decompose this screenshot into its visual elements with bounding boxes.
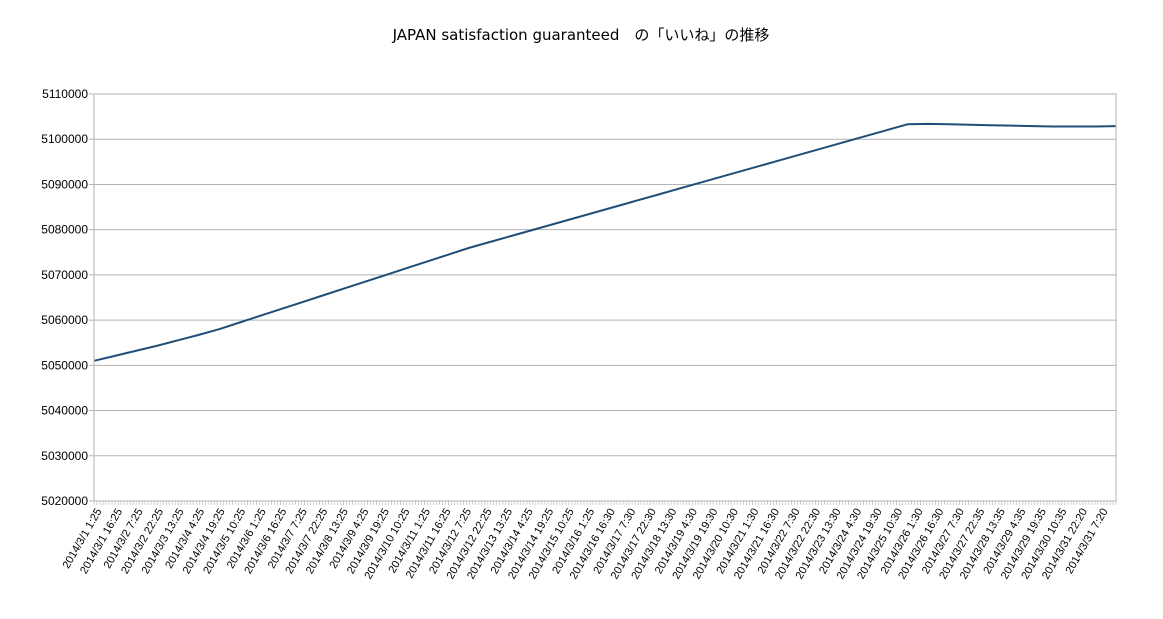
y-tick-label: 5110000 xyxy=(42,87,88,101)
y-tick-label: 5060000 xyxy=(41,313,88,327)
y-tick-label: 5070000 xyxy=(41,268,88,282)
gridlines xyxy=(94,93,1116,502)
y-tick-label: 5100000 xyxy=(41,132,88,146)
chart-title: JAPAN satisfaction guaranteed の「いいね」の推移 xyxy=(392,26,770,44)
y-tick-label: 5090000 xyxy=(41,177,88,191)
plot-area-frame xyxy=(93,93,1117,502)
y-tick-label: 5080000 xyxy=(41,223,88,237)
y-tick-label: 5040000 xyxy=(41,404,88,418)
series-group xyxy=(93,122,1117,362)
series-line xyxy=(93,122,1117,362)
y-axis: 5110000 5100000 5090000 5080000 5070000 50600… xyxy=(41,87,94,508)
y-tick-label: 5030000 xyxy=(41,449,88,463)
y-tick-label: 5050000 xyxy=(41,358,88,372)
y-tick-label: 5020000 xyxy=(41,494,88,508)
